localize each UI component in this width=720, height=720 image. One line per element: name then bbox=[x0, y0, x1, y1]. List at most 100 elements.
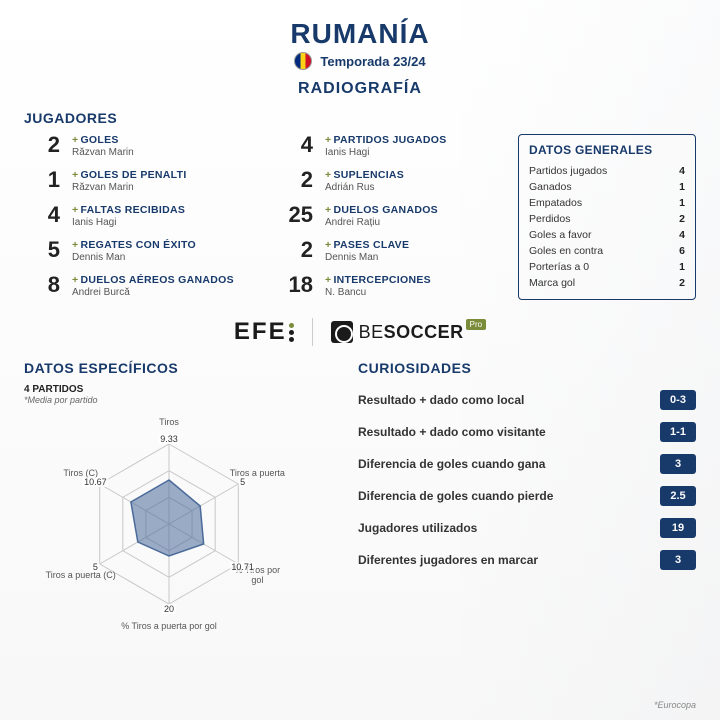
stat-label: +DUELOS AÉREOS GANADOS bbox=[72, 274, 234, 286]
stat-label: +REGATES CON ÉXITO bbox=[72, 239, 196, 251]
bottom-grid: DATOS ESPECÍFICOS 4 PARTIDOS *Media por … bbox=[24, 360, 696, 629]
curios-row: Diferencia de goles cuando pierde2.5 bbox=[358, 480, 696, 512]
besoccer-logo: BESOCCER Pro bbox=[331, 321, 486, 343]
players-col-right: 4+PARTIDOS JUGADOSIanis Hagi2+SUPLENCIAS… bbox=[277, 134, 500, 300]
stat-text: +DUELOS AÉREOS GANADOSAndrei Burcă bbox=[72, 274, 234, 298]
player-stat: 2+SUPLENCIASAdrián Rus bbox=[277, 169, 500, 193]
curios-badge: 19 bbox=[660, 518, 696, 538]
general-label: Perdidos bbox=[529, 213, 570, 225]
pro-badge: Pro bbox=[466, 319, 486, 330]
plus-icon: + bbox=[325, 169, 331, 181]
curios-label: Diferencia de goles cuando gana bbox=[358, 457, 545, 471]
curios-label: Resultado + dado como visitante bbox=[358, 425, 546, 439]
specific-subtitle: 4 PARTIDOS bbox=[24, 384, 334, 395]
general-label: Goles a favor bbox=[529, 229, 591, 241]
stat-value: 2 bbox=[277, 239, 313, 261]
curios-badge: 0-3 bbox=[660, 390, 696, 410]
general-value: 2 bbox=[679, 213, 685, 225]
logo-divider bbox=[312, 318, 313, 346]
players-col-left: 2+GOLESRăzvan Marin1+GOLES DE PENALTIRăz… bbox=[24, 134, 247, 300]
season-label: Temporada 23/24 bbox=[320, 54, 425, 69]
romania-flag-icon bbox=[294, 52, 312, 70]
stat-text: +INTERCEPCIONESN. Bancu bbox=[325, 274, 431, 298]
player-stat: 2+PASES CLAVEDennis Man bbox=[277, 239, 500, 263]
footnote: *Eurocopa bbox=[654, 700, 696, 710]
stat-label: +INTERCEPCIONES bbox=[325, 274, 431, 286]
curios-label: Jugadores utilizados bbox=[358, 521, 477, 535]
stat-text: +DUELOS GANADOSAndrei Rațiu bbox=[325, 204, 438, 228]
stat-label: +FALTAS RECIBIDAS bbox=[72, 204, 185, 216]
general-row: Goles en contra 6 bbox=[529, 243, 685, 259]
general-value: 6 bbox=[679, 245, 685, 257]
stat-label: +GOLES DE PENALTI bbox=[72, 169, 187, 181]
general-label: Marca gol bbox=[529, 277, 575, 289]
curios-label: Diferentes jugadores en marcar bbox=[358, 553, 538, 567]
curios-label: Resultado + dado como local bbox=[358, 393, 524, 407]
general-row: Porterías a 01 bbox=[529, 259, 685, 275]
curios-row: Diferencia de goles cuando gana 3 bbox=[358, 448, 696, 480]
radar-axis-label: % Tiros a puerta por gol bbox=[121, 621, 217, 631]
plus-icon: + bbox=[325, 274, 331, 286]
general-value: 2 bbox=[679, 277, 685, 289]
stat-value: 2 bbox=[24, 134, 60, 156]
player-stat: 18 +INTERCEPCIONESN. Bancu bbox=[277, 274, 500, 298]
stat-text: +SUPLENCIASAdrián Rus bbox=[325, 169, 404, 193]
player-stat: 4+FALTAS RECIBIDASIanis Hagi bbox=[24, 204, 247, 228]
stat-value: 25 bbox=[277, 204, 313, 226]
general-row: Marca gol 2 bbox=[529, 275, 685, 291]
efe-logo: EFE bbox=[234, 318, 294, 346]
general-box: DATOS GENERALES Partidos jugados4Ganados… bbox=[518, 134, 696, 300]
curios-badge: 3 bbox=[660, 550, 696, 570]
general-label: Goles en contra bbox=[529, 245, 603, 257]
subtitle: RADIOGRAFÍA bbox=[24, 80, 696, 98]
general-row: Perdidos 2 bbox=[529, 211, 685, 227]
curios-row: Jugadores utilizados 19 bbox=[358, 512, 696, 544]
radar-axis-label: Tiros a puerta (C) bbox=[46, 570, 116, 580]
player-stat: 25 +DUELOS GANADOSAndrei Rațiu bbox=[277, 204, 500, 228]
stat-text: +PARTIDOS JUGADOSIanis Hagi bbox=[325, 134, 447, 158]
plus-icon: + bbox=[72, 134, 78, 146]
stat-text: +GOLES DE PENALTIRăzvan Marin bbox=[72, 169, 187, 193]
curios-rows: Resultado + dado como local 0-3 Resultado … bbox=[358, 384, 696, 576]
stat-value: 18 bbox=[277, 274, 313, 296]
curios-badge: 3 bbox=[660, 454, 696, 474]
general-label: Empatados bbox=[529, 197, 582, 209]
curios-row: Diferentes jugadores en marcar 3 bbox=[358, 544, 696, 576]
plus-icon: + bbox=[325, 204, 331, 216]
plus-icon: + bbox=[72, 204, 78, 216]
stat-label: +GOLES bbox=[72, 134, 134, 146]
stat-player: Răzvan Marin bbox=[72, 182, 187, 193]
country-title: RUMANÍA bbox=[24, 18, 696, 50]
logo-bar: EFE BESOCCER Pro bbox=[24, 318, 696, 346]
stat-text: +REGATES CON ÉXITODennis Man bbox=[72, 239, 196, 263]
stat-player: Dennis Man bbox=[72, 252, 196, 263]
curios-heading: CURIOSIDADES bbox=[358, 360, 696, 376]
radar-axis-value: 5 bbox=[238, 477, 247, 487]
players-heading: JUGADORES bbox=[24, 110, 696, 126]
header: RUMANÍA Temporada 23/24 bbox=[24, 18, 696, 70]
radar-axis-label: Tiros bbox=[159, 417, 179, 427]
stat-label: +DUELOS GANADOS bbox=[325, 204, 438, 216]
stat-text: +FALTAS RECIBIDASIanis Hagi bbox=[72, 204, 185, 228]
plus-icon: + bbox=[72, 169, 78, 181]
stat-player: Dennis Man bbox=[325, 252, 409, 263]
general-heading: DATOS GENERALES bbox=[529, 143, 685, 157]
general-row: Partidos jugados4 bbox=[529, 163, 685, 179]
besoccer-be: BE bbox=[359, 322, 384, 342]
general-value: 1 bbox=[679, 197, 685, 209]
stat-player: Ianis Hagi bbox=[325, 147, 447, 158]
player-stat: 2+GOLESRăzvan Marin bbox=[24, 134, 247, 158]
stat-player: Andrei Burcă bbox=[72, 287, 234, 298]
stat-value: 5 bbox=[24, 239, 60, 261]
stat-value: 8 bbox=[24, 274, 60, 296]
general-row: Ganados1 bbox=[529, 179, 685, 195]
player-stat: 5 +REGATES CON ÉXITODennis Man bbox=[24, 239, 247, 263]
general-value: 1 bbox=[679, 181, 685, 193]
stat-label: +SUPLENCIAS bbox=[325, 169, 404, 181]
radar-chart: Tiros9.33Tiros a puerta5% Tiros por gol1… bbox=[24, 409, 314, 629]
radar-axis-value: 10.67 bbox=[82, 477, 109, 487]
besoccer-icon bbox=[331, 321, 353, 343]
besoccer-text: BESOCCER bbox=[359, 322, 464, 343]
specific-heading: DATOS ESPECÍFICOS bbox=[24, 360, 334, 376]
curios-label: Diferencia de goles cuando pierde bbox=[358, 489, 553, 503]
